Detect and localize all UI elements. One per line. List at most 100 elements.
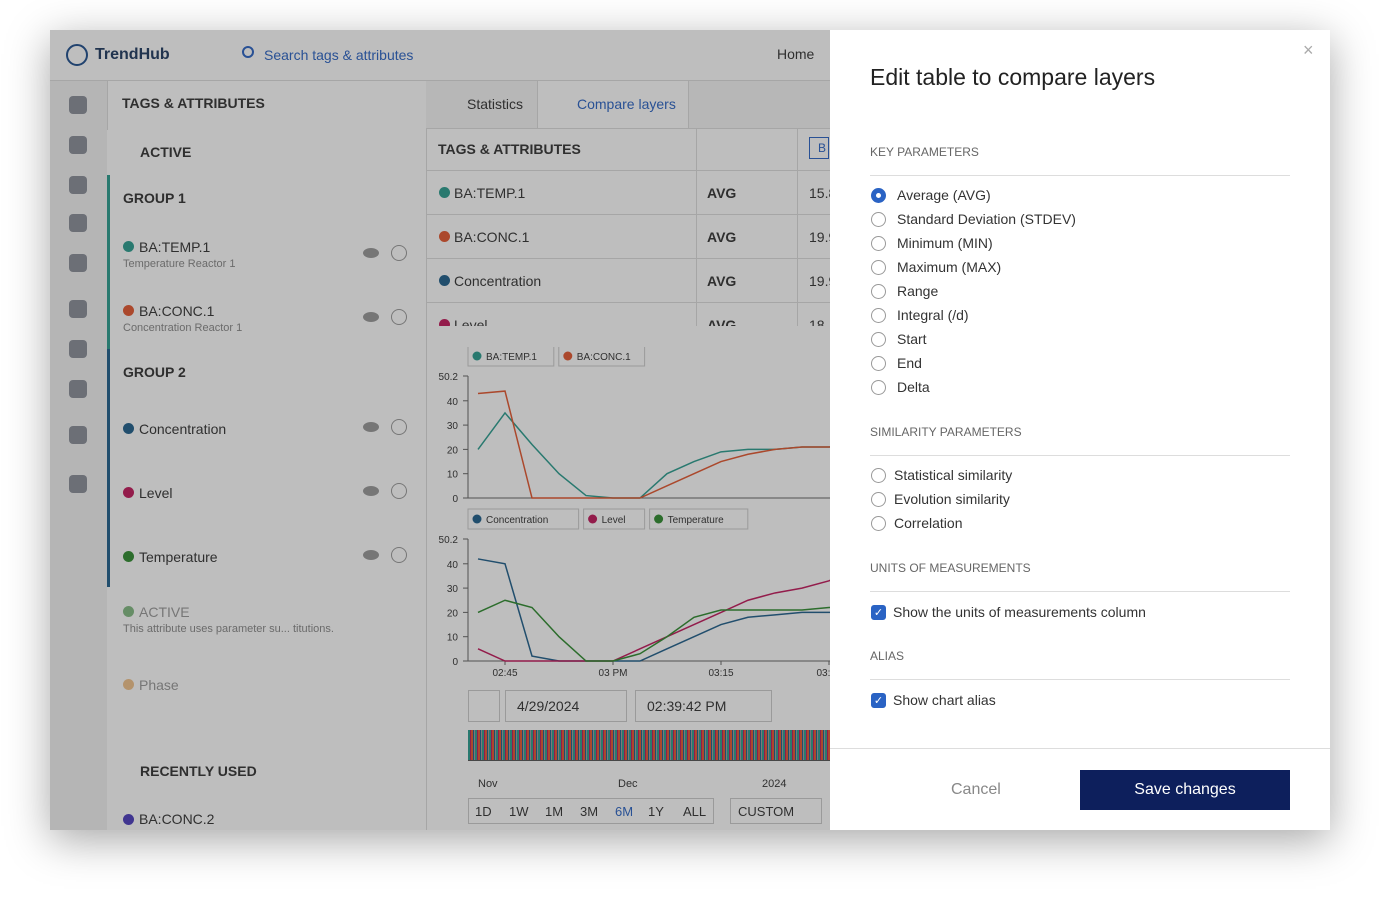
item-name[interactable]: BA:CONC.2 [139,811,215,827]
remove-icon[interactable] [391,547,407,563]
radio[interactable] [871,260,886,275]
custom[interactable]: CUSTOM [738,804,795,819]
option-label[interactable]: Correlation [894,515,963,531]
logo[interactable]: TrendHub [95,46,170,63]
radio[interactable] [871,236,886,251]
checkbox[interactable]: ✓ [871,693,886,708]
modal-title: Edit table to compare layers [870,64,1156,90]
eye-icon[interactable] [363,248,379,258]
radio[interactable] [871,188,886,203]
rail-icon[interactable] [69,300,87,318]
remove-icon[interactable] [391,245,407,261]
range-button[interactable]: 1Y [648,804,664,819]
option-label[interactable]: Maximum (MAX) [897,259,1002,275]
rail-icon[interactable] [69,136,87,154]
section-title[interactable]: RECENTLY USED [140,763,257,779]
row-name: BA:TEMP.1 [454,185,526,201]
eye-icon[interactable] [363,422,379,432]
rail-icon[interactable] [69,176,87,194]
radio[interactable] [871,212,886,227]
item-name[interactable]: Level [139,485,173,501]
group-name[interactable]: GROUP 1 [123,190,186,206]
item-name[interactable]: Temperature [139,549,218,565]
range-button[interactable]: 1D [475,804,492,819]
item-name[interactable]: ACTIVE [139,604,190,620]
y-tick-label: 40 [447,397,459,408]
legend-dot [588,514,598,524]
remove-icon[interactable] [391,309,407,325]
option-label[interactable]: Average (AVG) [897,187,991,203]
option-label[interactable]: Minimum (MIN) [897,235,993,251]
row [107,651,426,716]
radio[interactable] [871,332,886,347]
color-dot [123,241,134,252]
item-name[interactable]: BA:TEMP.1 [139,239,211,255]
option-label[interactable]: Delta [897,379,930,395]
row-stat: AVG [707,185,737,201]
remove-icon[interactable] [391,419,407,435]
tab[interactable]: Statistics [467,96,524,112]
option-label[interactable]: Statistical similarity [894,467,1013,483]
table-header: TAGS & ATTRIBUTES [438,141,581,157]
rail-icon[interactable] [69,214,87,232]
color-dot [439,231,450,242]
radio[interactable] [871,516,886,531]
eye-icon[interactable] [363,312,379,322]
group-name[interactable]: GROUP 2 [123,364,186,380]
overview-axis [468,760,868,761]
range-button[interactable]: 6M [615,804,634,819]
legend-dot [654,514,664,524]
rail-icon[interactable] [69,380,87,398]
radio[interactable] [871,284,886,299]
nav-home[interactable]: Home [777,46,815,62]
range-button[interactable]: 3M [580,804,599,819]
checkbox[interactable]: ✓ [871,605,886,620]
option-label[interactable]: Start [897,331,927,347]
range-button[interactable]: 1W [509,804,529,819]
eye-icon[interactable] [363,486,379,496]
overlay[interactable] [50,30,830,830]
prev-button[interactable] [468,690,500,722]
date-box[interactable] [505,690,627,722]
close-button[interactable]: × [1303,40,1314,60]
section-title[interactable]: ACTIVE [140,144,192,160]
radio[interactable] [871,380,886,395]
rail-icon[interactable] [69,426,87,444]
rail-icon[interactable] [69,96,87,114]
rail-icon[interactable] [69,475,87,493]
rail-icon[interactable] [69,340,87,358]
cancel-button[interactable]: Cancel [951,781,1001,798]
item-name[interactable]: BA:CONC.1 [139,303,215,319]
radio[interactable] [871,468,886,483]
y-tick-label: 0 [452,494,458,505]
radio[interactable] [871,492,886,507]
option-label[interactable]: Evolution similarity [894,491,1010,507]
remove-icon[interactable] [391,483,407,499]
item-name[interactable]: Concentration [139,421,227,437]
custom-box[interactable] [730,798,822,824]
eye-icon[interactable] [363,550,379,560]
item-name[interactable]: Phase [139,677,179,693]
option-label[interactable]: Range [897,283,939,299]
icon-rail [50,81,108,830]
search-icon [242,46,254,58]
option-label[interactable]: Standard Deviation (STDEV) [897,211,1076,227]
range-button[interactable]: ALL [683,804,707,819]
option-label[interactable]: Show chart alias [893,692,996,708]
range-button[interactable]: 1M [545,804,564,819]
option-label[interactable]: Integral (/d) [897,307,969,323]
search[interactable]: Search tags & attributes [264,47,414,63]
option-label[interactable]: End [897,355,922,371]
save-button[interactable]: Save changes [1080,770,1290,810]
y-tick-label: 30 [447,584,459,595]
tab[interactable]: Compare layers [577,96,676,112]
radio[interactable] [871,308,886,323]
option-label[interactable]: Show the units of measurements column [893,604,1146,620]
color-dot [123,423,134,434]
x-tick-label: 02:45 [492,668,517,679]
top-bar [50,30,830,81]
rail-icon[interactable] [69,254,87,272]
radio[interactable] [871,356,886,371]
time-box[interactable] [635,690,772,722]
row [107,349,426,396]
